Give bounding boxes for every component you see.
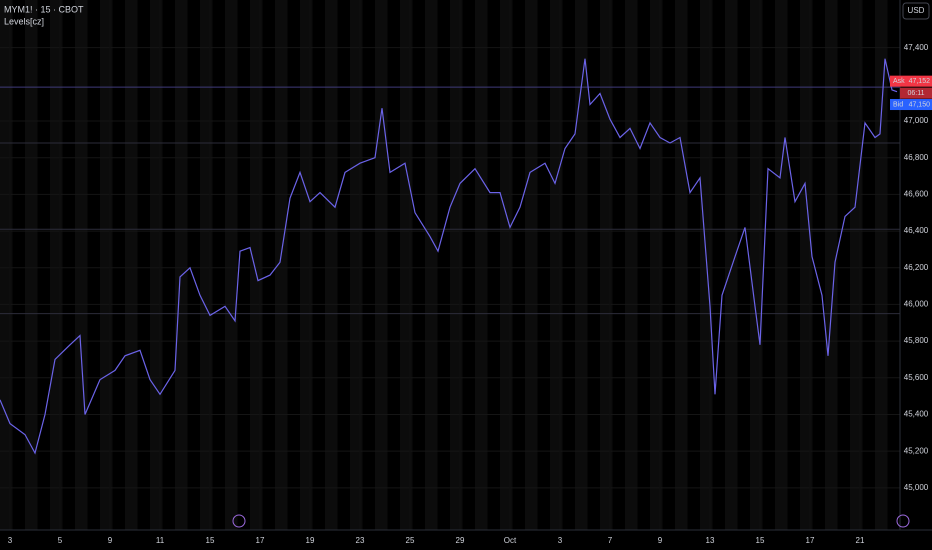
quote-badge xyxy=(890,99,932,111)
session-band xyxy=(875,0,888,530)
x-tick-label: 11 xyxy=(156,536,165,545)
session-band xyxy=(500,0,513,530)
y-tick-label: 45,800 xyxy=(904,336,929,345)
quote-badge xyxy=(890,75,932,87)
session-band xyxy=(200,0,213,530)
y-tick-label: 45,200 xyxy=(904,446,929,455)
price-line xyxy=(0,58,898,455)
session-band xyxy=(800,0,813,530)
session-band xyxy=(50,0,63,530)
session-band xyxy=(400,0,413,530)
plot xyxy=(0,58,900,455)
session-band xyxy=(0,0,13,530)
x-tick-label: 25 xyxy=(406,536,415,545)
session-band xyxy=(25,0,38,530)
x-tick-label: 23 xyxy=(356,536,365,545)
session-band xyxy=(625,0,638,530)
x-tick-label: 9 xyxy=(658,536,663,545)
session-band xyxy=(575,0,588,530)
x-tick-label: 3 xyxy=(558,536,563,545)
session-band xyxy=(150,0,163,530)
session-band xyxy=(100,0,113,530)
x-tick-label: 15 xyxy=(756,536,765,545)
x-tick-label: 5 xyxy=(58,536,63,545)
quote-value: 47,152 xyxy=(909,78,931,85)
session-band xyxy=(825,0,838,530)
y-tick-label: 46,000 xyxy=(904,300,929,309)
y-tick-label: 46,400 xyxy=(904,226,929,235)
quote-name: Bid xyxy=(893,101,903,108)
session-band xyxy=(250,0,263,530)
session-band xyxy=(775,0,788,530)
x-tick-label: 7 xyxy=(608,536,613,545)
session-band xyxy=(750,0,763,530)
session-band xyxy=(600,0,613,530)
currency-button[interactable] xyxy=(902,2,930,20)
y-tick-label: 47,000 xyxy=(904,116,929,125)
session-band xyxy=(475,0,488,530)
x-tick-label: Oct xyxy=(504,536,517,545)
y-tick-label: 45,400 xyxy=(904,410,929,419)
quote-value: 47,150 xyxy=(909,101,931,108)
event-icon[interactable] xyxy=(232,514,246,528)
session-band xyxy=(450,0,463,530)
session-band xyxy=(850,0,863,530)
x-tick-label: 17 xyxy=(806,536,815,545)
session-band xyxy=(375,0,388,530)
session-band xyxy=(650,0,663,530)
event-icon[interactable] xyxy=(896,514,910,528)
session-band xyxy=(725,0,738,530)
x-tick-label: 3 xyxy=(8,536,13,545)
session-band xyxy=(125,0,138,530)
indicator-name: Levels[cz] xyxy=(4,16,44,26)
y-tick-label: 47,400 xyxy=(904,43,929,52)
symbol-title: MYM1! · 15 · CBOT xyxy=(4,4,84,14)
session-band xyxy=(275,0,288,530)
session-band xyxy=(425,0,438,530)
x-tick-label: 19 xyxy=(306,536,315,545)
session-band xyxy=(175,0,188,530)
session-band xyxy=(550,0,563,530)
session-band xyxy=(350,0,363,530)
axes: 47,400 47,000 46,800 46,600 46,400 46,200 46,0… xyxy=(8,43,932,545)
currency-label[interactable]: USD xyxy=(908,6,925,15)
session-band xyxy=(300,0,313,530)
y-tick-label: 46,600 xyxy=(904,190,929,199)
x-tick-label: 21 xyxy=(856,536,865,545)
session-band xyxy=(525,0,538,530)
session-band xyxy=(75,0,88,530)
x-tick-label: 9 xyxy=(108,536,113,545)
countdown-badge xyxy=(900,87,932,99)
y-tick-label: 46,200 xyxy=(904,263,929,272)
session-band xyxy=(225,0,238,530)
y-tick-label: 46,800 xyxy=(904,153,929,162)
countdown: 06:11 xyxy=(908,90,925,97)
y-tick-label: 45,600 xyxy=(904,373,929,382)
session-band xyxy=(675,0,688,530)
y-tick-label: 45,000 xyxy=(904,483,929,492)
x-tick-label: 29 xyxy=(456,536,465,545)
x-tick-label: 15 xyxy=(206,536,215,545)
quote-name: Ask xyxy=(893,78,905,85)
x-tick-label: 17 xyxy=(256,536,265,545)
session-band xyxy=(325,0,338,530)
x-tick-label: 13 xyxy=(706,536,715,545)
